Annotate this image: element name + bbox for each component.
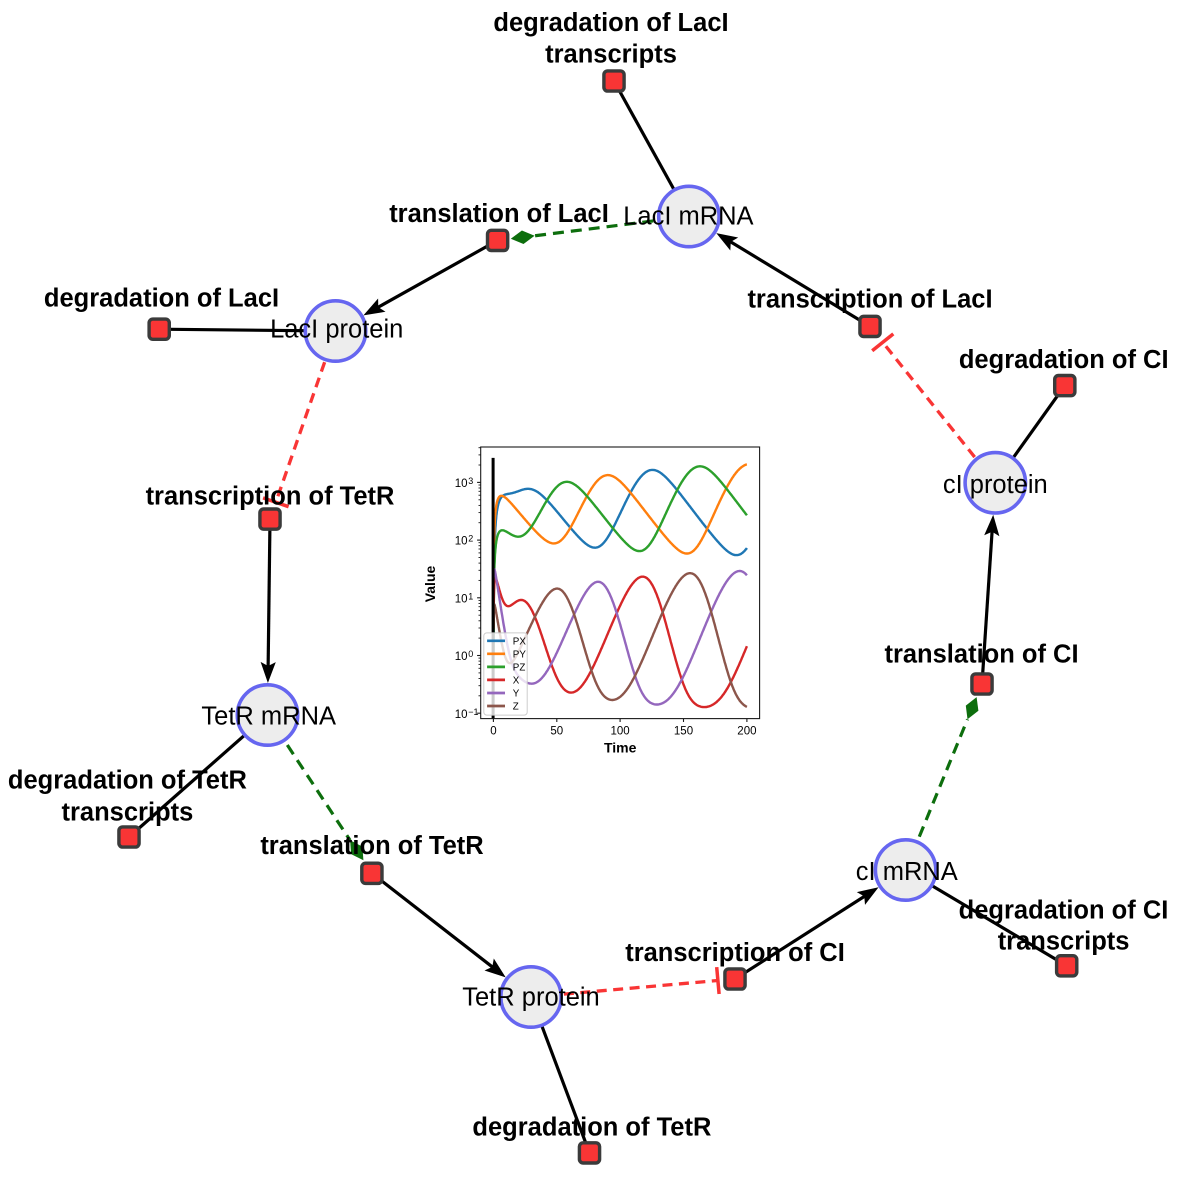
svg-text:transcription of CI: transcription of CI <box>625 939 845 967</box>
svg-text:transcripts: transcripts <box>545 41 677 69</box>
svg-text:PY: PY <box>513 649 527 660</box>
svg-text:1: 1 <box>468 591 473 601</box>
svg-text:PZ: PZ <box>513 662 526 673</box>
svg-text:−1: −1 <box>468 707 478 717</box>
svg-text:LacI mRNA: LacI mRNA <box>623 203 753 231</box>
svg-text:Y: Y <box>513 689 520 700</box>
svg-text:cI protein: cI protein <box>943 471 1048 499</box>
svg-text:TetR mRNA: TetR mRNA <box>201 703 336 731</box>
svg-text:translation of CI: translation of CI <box>884 641 1078 669</box>
svg-text:X: X <box>513 675 520 686</box>
svg-text:50: 50 <box>550 726 563 738</box>
svg-text:TetR protein: TetR protein <box>462 984 600 1012</box>
svg-text:150: 150 <box>674 726 693 738</box>
svg-text:degradation of LacI: degradation of LacI <box>44 284 279 312</box>
svg-text:translation of LacI: translation of LacI <box>389 200 609 228</box>
svg-text:Time: Time <box>604 740 637 756</box>
svg-text:translation of TetR: translation of TetR <box>260 832 483 860</box>
svg-text:200: 200 <box>737 726 756 738</box>
svg-text:3: 3 <box>468 476 473 486</box>
svg-text:0: 0 <box>468 649 473 659</box>
svg-text:10: 10 <box>455 536 468 548</box>
svg-text:10: 10 <box>455 651 468 663</box>
svg-text:Z: Z <box>513 702 519 713</box>
svg-text:degradation of TetR: degradation of TetR <box>472 1114 711 1142</box>
svg-text:transcription of TetR: transcription of TetR <box>146 482 395 510</box>
svg-text:PX: PX <box>513 636 527 647</box>
svg-text:transcripts: transcripts <box>62 798 194 826</box>
svg-text:100: 100 <box>611 726 630 738</box>
svg-text:2: 2 <box>468 534 473 544</box>
svg-text:10: 10 <box>455 709 468 721</box>
svg-text:transcription of LacI: transcription of LacI <box>747 286 992 314</box>
svg-text:10: 10 <box>455 478 468 490</box>
svg-text:10: 10 <box>455 593 468 605</box>
svg-text:cI mRNA: cI mRNA <box>856 858 958 886</box>
svg-text:transcripts: transcripts <box>998 928 1130 956</box>
svg-text:LacI protein: LacI protein <box>270 315 403 343</box>
svg-text:degradation of CI: degradation of CI <box>959 346 1169 374</box>
svg-text:degradation of TetR: degradation of TetR <box>8 767 247 795</box>
svg-text:0: 0 <box>490 726 496 738</box>
svg-text:Value: Value <box>422 566 438 603</box>
svg-text:degradation of LacI: degradation of LacI <box>493 9 728 37</box>
svg-text:degradation of CI: degradation of CI <box>959 896 1169 924</box>
